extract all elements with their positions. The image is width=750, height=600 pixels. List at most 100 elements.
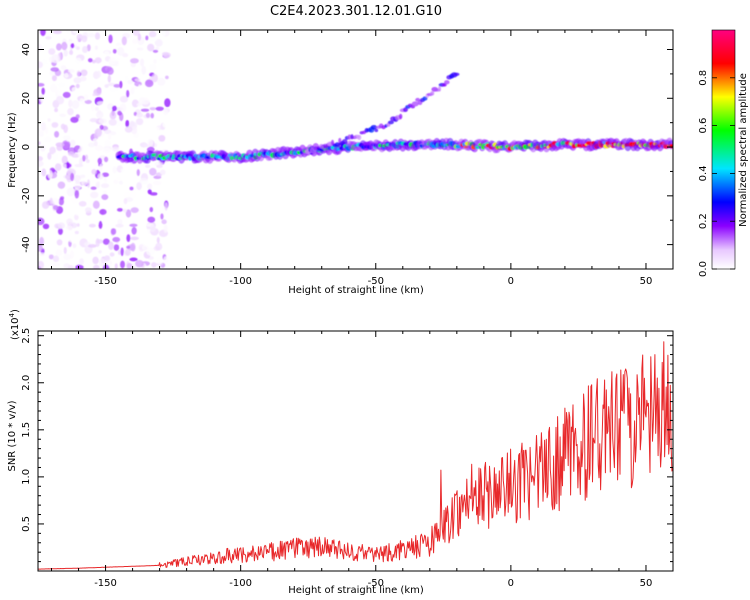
spectrogram-noise-cell [86, 33, 96, 38]
spectrogram-noise-cell [161, 219, 167, 225]
spectrogram-noise-cell [98, 118, 107, 124]
spectrogram-noise-cell [107, 82, 116, 87]
spectrogram-noise-cell [74, 57, 82, 65]
spectrogram-noise-cell [91, 169, 97, 175]
spectrogram-noise-cell [74, 163, 84, 168]
spectrogram-noise-cell [145, 112, 151, 118]
chart-title: C2E4.2023.301.12.01.G10 [270, 4, 442, 19]
spectrogram-noise-cell [87, 58, 93, 63]
spectrogram-noise-cell [102, 264, 110, 269]
spectrogram-noise-cell [73, 44, 78, 49]
spectrogram-noise-cell [47, 118, 51, 122]
spectrogram-noise-cell [95, 238, 100, 247]
spectrogram-noise-cell [165, 75, 169, 80]
spectrogram-noise-cell [149, 167, 157, 176]
spectrogram-noise-cell [92, 92, 97, 97]
spectrogram-noise-cell [42, 223, 50, 230]
spectrogram-noise-cell [51, 74, 57, 82]
spectrogram-noise-cell [85, 159, 90, 163]
spectrogram-noise-cell [49, 70, 57, 76]
spectrogram-noise-cell [41, 87, 45, 95]
spectrogram-marks [38, 30, 673, 269]
spectrogram-noise-cell [51, 197, 60, 205]
spectrogram-noise-cell [119, 80, 123, 89]
colorbar-tick-label: 0.8 [698, 70, 709, 86]
colorbar-ticks: 0.0 0.2 0.4 0.6 0.8 [698, 70, 735, 277]
spectrogram-noise-cell [57, 181, 66, 189]
spectrogram-noise-cell [92, 200, 100, 209]
spectrogram-secondary-cell [422, 96, 428, 101]
spectrogram-noise-cell [123, 191, 132, 199]
spectrogram-noise-cell [83, 94, 89, 101]
spectrogram-noise-cell [106, 67, 114, 75]
spectrogram-noise-cell [141, 245, 149, 251]
spectrogram-noise-cell [147, 43, 155, 52]
spectrogram-noise-cell [75, 212, 84, 216]
y-tick-label: 1.0 [21, 469, 32, 485]
spectrogram-noise-cell [72, 174, 82, 182]
spectrogram-noise-cell [73, 77, 82, 84]
spectrogram-noise-cell [67, 265, 75, 269]
spectrogram-noise-cell [151, 262, 157, 268]
spectrogram-noise-cell [127, 80, 134, 85]
spectrogram-noise-cell [88, 142, 96, 148]
spectrogram-noise-cell [112, 166, 117, 174]
spectrogram-ticks: -150 -100 -50 0 50 -40 -20 0 20 40 [21, 30, 674, 287]
spectrogram-noise-cell [98, 220, 103, 229]
spectrogram-noise-cell [43, 136, 52, 143]
spectrogram-secondary-cell [403, 107, 408, 113]
spectrogram-noise-cell [148, 63, 157, 71]
spectrogram-noise-cell [126, 262, 133, 269]
spectrogram-noise-cell [137, 249, 145, 257]
spectrogram-noise-cell [136, 169, 140, 177]
spectrogram-noise-cell [108, 241, 114, 250]
spectrogram-noise-cell [41, 201, 50, 209]
spectrogram-noise-cell [163, 224, 168, 233]
x-tick-label: -100 [229, 276, 252, 287]
y-tick-label: 0 [21, 144, 32, 150]
spectrogram-noise-cell [81, 35, 88, 43]
spectrogram-noise-cell [120, 260, 125, 269]
x-tick-label: 50 [640, 578, 653, 589]
spectrogram-noise-cell [125, 209, 132, 218]
spectrogram-noise-cell [132, 30, 140, 37]
spectrogram-noise-cell [51, 262, 61, 267]
y-tick-label: 0.5 [21, 516, 32, 532]
spectrogram-noise-cell [69, 49, 74, 56]
spectrogram-noise-cell [133, 111, 137, 116]
spectrogram-noise-cell [152, 49, 159, 53]
y-tick-label: -20 [21, 188, 32, 204]
spectrogram-noise-cell [99, 163, 103, 172]
spectrogram-noise-cell [38, 61, 43, 69]
spectrogram-noise-cell [157, 191, 163, 197]
spectrogram-noise-cell [132, 38, 138, 45]
spectrogram-noise-cell [163, 256, 169, 264]
spectrogram-noise-cell [56, 86, 62, 96]
spectrogram-noise-cell [137, 33, 142, 41]
spectrogram-noise-cell [117, 250, 121, 255]
spectrogram-noise-cell [44, 126, 49, 135]
spectrogram-noise-cell [116, 47, 125, 56]
spectrogram-noise-cell [125, 74, 129, 83]
spectrogram-noise-cell [70, 196, 78, 205]
spectrogram-noise-cell [48, 254, 54, 260]
spectrogram-noise-cell [146, 247, 155, 256]
spectrogram-noise-cell [148, 31, 157, 38]
spectrogram-noise-cell [79, 76, 87, 82]
spectrogram-noise-cell [156, 164, 163, 168]
spectrogram-noise-cell [98, 250, 102, 254]
spectrogram-noise-cell [40, 144, 46, 152]
spectrogram-noise-cell [74, 190, 80, 199]
spectrogram-noise-cell [79, 145, 84, 152]
spectrogram-noise-cell [122, 208, 127, 213]
spectrogram-noise-cell [52, 30, 62, 35]
spectrogram-noise-cell [147, 138, 154, 147]
spectrogram-noise-cell [66, 218, 73, 226]
colorbar: 0.0 0.2 0.4 0.6 0.8 Normalized spectral ampl… [698, 29, 749, 277]
spectrogram-noise-cell [104, 139, 111, 147]
colorbar-tick-label: 0.2 [698, 213, 709, 229]
spectrogram-noise-cell [109, 111, 117, 120]
x-tick-label: -50 [368, 578, 384, 589]
spectrogram-noise-cell [135, 260, 144, 268]
